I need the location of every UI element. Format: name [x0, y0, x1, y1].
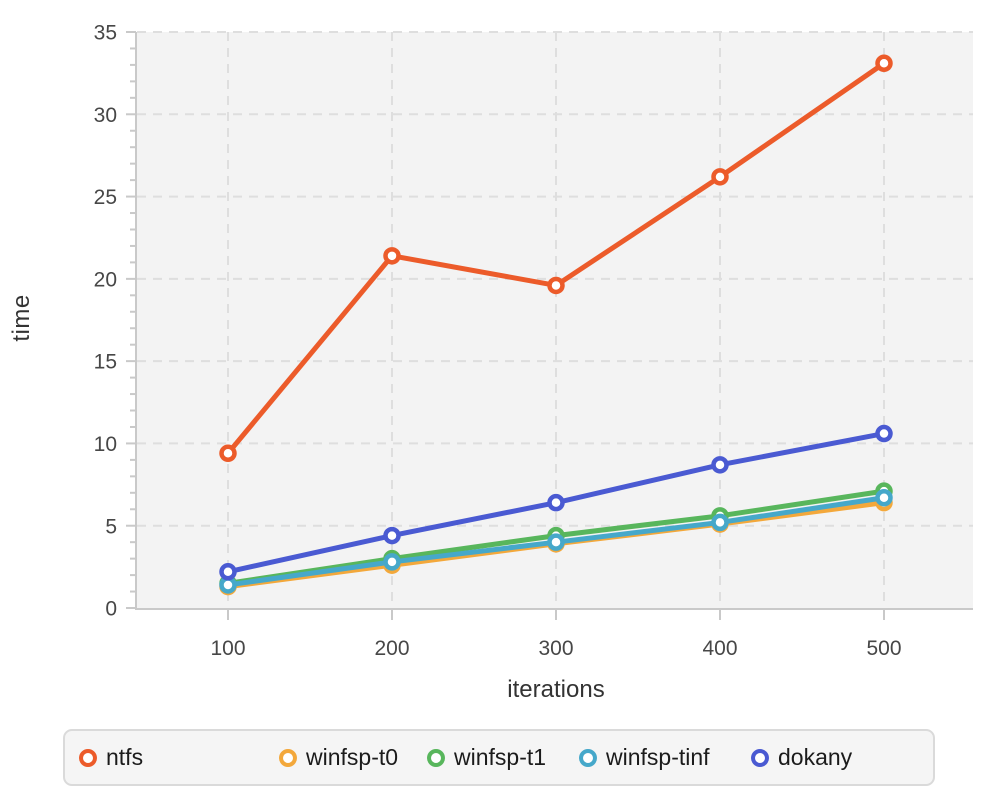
y-axis-title: time — [8, 294, 35, 342]
x-tick-label: 500 — [866, 637, 901, 660]
legend-marker-icon — [751, 748, 769, 767]
marker-dokany — [875, 424, 893, 443]
legend-item-winfsp-t1[interactable]: winfsp-t1 — [427, 744, 579, 771]
x-tick-label: 100 — [210, 637, 245, 660]
y-tick-label: 30 — [94, 104, 117, 127]
y-tick-label: 20 — [94, 268, 117, 291]
y-tick-label: 10 — [94, 433, 117, 456]
marker-dokany — [219, 563, 237, 581]
marker-winfsp-tinf — [383, 553, 401, 571]
plot-area: 0 5 10 15 20 25 30 35 100 200 300 400 500 — [94, 22, 973, 660]
legend-marker-icon — [279, 748, 297, 767]
legend-marker-icon — [79, 748, 97, 767]
marker-ntfs — [219, 444, 237, 463]
legend: ntfs winfsp-t0 winfsp-t1 winfsp-tinf dokany — [63, 729, 935, 786]
legend-label: winfsp-t0 — [306, 744, 399, 770]
marker-winfsp-tinf — [547, 533, 565, 551]
marker-dokany — [711, 456, 729, 474]
y-tick-label: 15 — [94, 351, 117, 374]
legend-item-dokany[interactable]: dokany — [751, 744, 891, 771]
marker-dokany — [383, 526, 401, 545]
marker-ntfs — [547, 276, 565, 295]
legend-label: dokany — [778, 744, 853, 770]
marker-ntfs — [875, 54, 893, 73]
marker-winfsp-tinf — [711, 513, 729, 532]
x-tick-label: 200 — [374, 637, 409, 660]
y-tick-label: 5 — [105, 515, 117, 538]
y-tick-label: 25 — [94, 186, 117, 209]
x-tick-label: 400 — [702, 637, 737, 660]
legend-label: ntfs — [106, 744, 144, 770]
legend-item-winfsp-t0[interactable]: winfsp-t0 — [279, 744, 427, 771]
legend-item-ntfs[interactable]: ntfs — [79, 744, 279, 771]
x-tick-label: 300 — [538, 637, 573, 660]
legend-label: winfsp-t1 — [454, 744, 547, 770]
y-tick-label: 0 — [105, 598, 117, 621]
marker-dokany — [547, 493, 565, 512]
legend-item-winfsp-tinf[interactable]: winfsp-tinf — [579, 744, 751, 771]
y-tick-label: 35 — [94, 22, 117, 45]
legend-marker-icon — [427, 748, 445, 767]
chart-canvas: 0 5 10 15 20 25 30 35 100 200 300 400 500 — [94, 22, 973, 660]
x-axis-title: iterations — [507, 676, 605, 703]
marker-ntfs — [711, 168, 729, 186]
legend-label: winfsp-tinf — [606, 744, 710, 770]
marker-ntfs — [383, 247, 401, 265]
legend-marker-icon — [579, 748, 597, 767]
marker-winfsp-tinf — [875, 488, 893, 507]
